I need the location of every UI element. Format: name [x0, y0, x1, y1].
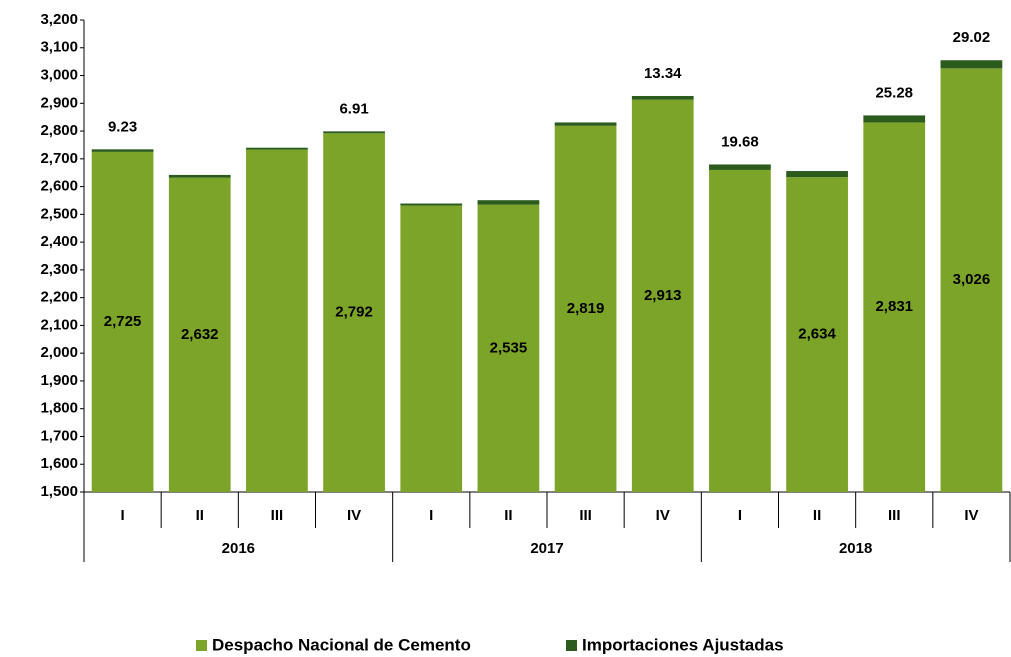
y-tick-label: 2,700: [40, 150, 78, 167]
y-tick-label: 1,700: [40, 427, 78, 444]
x-tick-label: IV: [964, 507, 978, 524]
y-tick-label: 2,100: [40, 316, 78, 333]
bar-segment: [554, 125, 617, 492]
bar-segment: [168, 174, 231, 178]
data-label: 3,026: [953, 271, 991, 288]
x-tick-label: II: [813, 507, 821, 524]
bar-segment: [323, 133, 385, 492]
x-tick-label: IV: [656, 507, 670, 524]
bar-segment: [863, 122, 926, 492]
y-tick-label: 1,600: [40, 455, 78, 472]
x-tick-label: II: [196, 507, 204, 524]
y-tick-label: 2,400: [40, 233, 78, 250]
x-tick-label: II: [504, 507, 512, 524]
x-tick-label: III: [888, 507, 901, 524]
y-tick-label: 2,900: [40, 94, 78, 111]
bar-segment: [863, 115, 926, 123]
bar-segment: [477, 200, 540, 205]
y-tick-label: 1,900: [40, 372, 78, 389]
bar-segment: [940, 68, 1003, 493]
data-label: 2,913: [644, 287, 682, 304]
y-tick-label: 3,200: [40, 11, 78, 28]
y-tick-label: 2,000: [40, 344, 78, 361]
bar-segment: [91, 149, 154, 152]
data-label: 2,831: [875, 298, 913, 315]
x-tick-label: III: [579, 507, 592, 524]
data-label: 6.91: [339, 100, 368, 117]
x-tick-label: IV: [347, 507, 361, 524]
data-label: 2,632: [181, 326, 219, 343]
y-tick-label: 1,500: [40, 483, 78, 500]
x-tick-label: I: [429, 507, 433, 524]
bar-segment: [709, 169, 771, 492]
y-tick-label: 2,300: [40, 261, 78, 278]
bar-segment: [940, 60, 1003, 69]
data-label: 13.34: [644, 65, 682, 82]
bar-segment: [168, 177, 231, 492]
x-tick-label: I: [738, 507, 742, 524]
group-label: 2018: [839, 540, 872, 557]
bar-segment: [246, 147, 308, 150]
bar-segment: [631, 95, 694, 100]
bar-segment: [91, 151, 154, 492]
x-tick-label: III: [271, 507, 284, 524]
y-tick-label: 2,800: [40, 122, 78, 139]
bar-segment: [323, 131, 385, 134]
legend-swatch: [566, 640, 577, 651]
data-label: 2,535: [490, 339, 528, 356]
legend-label: Importaciones Ajustadas: [582, 635, 784, 654]
data-label: 2,792: [335, 304, 373, 321]
bar-segment: [786, 177, 848, 492]
group-label: 2017: [530, 540, 563, 557]
bar-segment: [709, 164, 771, 170]
bar-segment: [786, 171, 848, 178]
legend-swatch: [196, 640, 207, 651]
x-tick-label: I: [120, 507, 124, 524]
bar-segment: [400, 203, 463, 206]
bar-segment: [400, 205, 463, 492]
legend-label: Despacho Nacional de Cemento: [212, 635, 471, 654]
y-tick-label: 3,000: [40, 66, 78, 83]
data-label: 2,725: [104, 313, 142, 330]
bar-segment: [631, 99, 694, 493]
data-label: 25.28: [875, 84, 913, 101]
bar-segment: [477, 204, 540, 492]
y-tick-label: 2,500: [40, 205, 78, 222]
group-label: 2016: [222, 540, 255, 557]
data-label: 2,819: [567, 300, 605, 317]
data-label: 2,634: [798, 326, 836, 343]
data-label: 29.02: [953, 29, 991, 46]
bar-segment: [246, 149, 308, 492]
y-tick-label: 2,600: [40, 178, 78, 195]
data-label: 19.68: [721, 133, 759, 150]
y-tick-label: 2,200: [40, 289, 78, 306]
y-tick-label: 3,100: [40, 39, 78, 56]
data-label: 9.23: [108, 118, 137, 135]
bar-segment: [554, 122, 617, 126]
y-tick-label: 1,800: [40, 400, 78, 417]
